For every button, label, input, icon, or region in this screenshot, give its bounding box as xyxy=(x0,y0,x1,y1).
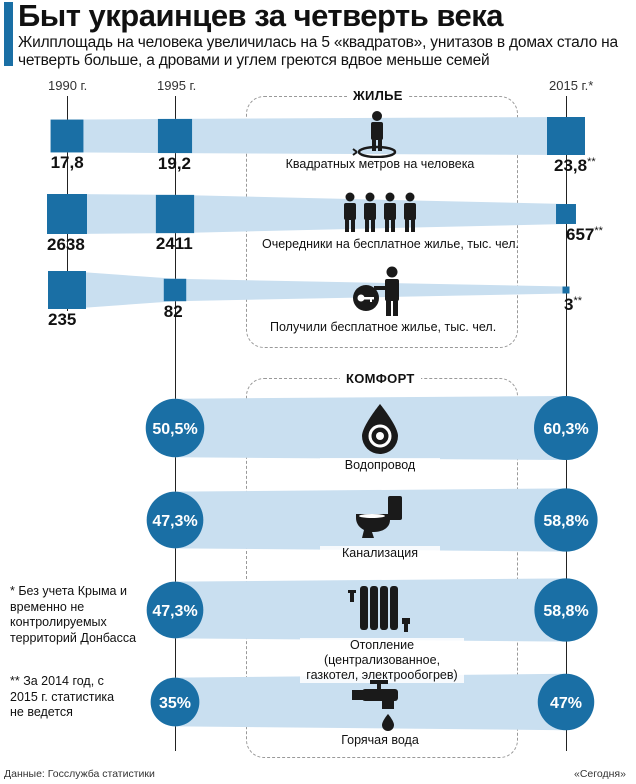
value-square-2 xyxy=(562,286,570,294)
value-label: 3** xyxy=(564,294,583,314)
value-label: 35% xyxy=(159,695,191,712)
series-caption: Отопление (централизованное, газкотел, э… xyxy=(300,638,464,683)
value-square-0 xyxy=(50,119,84,153)
series-band xyxy=(175,673,566,731)
key-handover-icon xyxy=(353,266,399,316)
comfort-section-title: КОМФОРТ xyxy=(340,371,421,386)
value-square-0 xyxy=(47,194,87,234)
value-circle-1 xyxy=(534,488,598,552)
series-caption: Горячая вода xyxy=(320,733,440,748)
source-note: Данные: Госслужба статистики xyxy=(4,768,155,780)
value-circle-1 xyxy=(534,578,598,642)
page-title: Быт украинцев за четверть века xyxy=(18,0,504,33)
value-circle-0 xyxy=(145,398,205,458)
value-label: 17,8 xyxy=(50,153,84,173)
value-circle-1 xyxy=(534,396,598,460)
value-label: 19,2 xyxy=(157,154,192,174)
toilet-icon xyxy=(356,496,402,538)
value-square-1 xyxy=(155,194,195,234)
value-circle-0 xyxy=(150,677,200,727)
value-square-1 xyxy=(157,118,193,154)
page-subtitle: Жилплощадь на человека увеличилась на 5 … xyxy=(18,34,618,69)
value-label: 82 xyxy=(163,302,183,322)
year-label-1995: 1995 г. xyxy=(157,78,197,93)
water-drop-icon xyxy=(362,404,398,454)
series-caption: Квадратных метров на человека xyxy=(280,157,480,172)
faucet-icon xyxy=(352,680,398,731)
series-band xyxy=(67,271,566,309)
value-circle-1 xyxy=(537,673,595,731)
value-label: 58,8% xyxy=(543,603,588,620)
value-label: 657** xyxy=(566,224,603,244)
title-accent-bar xyxy=(4,2,13,66)
value-label: 47% xyxy=(550,695,582,712)
year-label-2015: 2015 г.* xyxy=(549,78,594,93)
footnote-2014: ** За 2014 год, с 2015 г. статистика не … xyxy=(10,674,115,719)
series-band xyxy=(67,194,566,234)
value-square-2 xyxy=(547,117,585,155)
value-square-1 xyxy=(163,278,187,302)
brand-credit: «Сегодня» xyxy=(574,768,626,780)
value-label: 60,3% xyxy=(543,421,588,438)
value-circle-0 xyxy=(146,581,204,639)
series-caption: Получили бесплатное жилье, тыс. чел. xyxy=(270,320,497,335)
value-label: 2638 xyxy=(47,235,85,254)
value-label: 58,8% xyxy=(543,513,588,530)
value-label: 47,3% xyxy=(152,513,197,530)
value-label: 23,8** xyxy=(554,156,596,175)
value-square-2 xyxy=(556,204,576,224)
value-label: 235 xyxy=(48,310,77,329)
radiator-icon xyxy=(348,586,410,632)
year-label-1990: 1990 г. xyxy=(48,78,88,93)
series-caption: Водопровод xyxy=(320,458,440,473)
value-label: 47,3% xyxy=(152,603,197,620)
queue-people-icon xyxy=(344,192,416,232)
housing-section-title: ЖИЛЬЕ xyxy=(347,88,409,103)
series-caption: Очередники на бесплатное жилье, тыс. чел… xyxy=(262,237,519,252)
value-label: 2411 xyxy=(155,234,193,254)
person-on-area-icon xyxy=(352,111,397,158)
value-label: 50,5% xyxy=(152,421,197,438)
series-band xyxy=(67,117,566,155)
value-square-0 xyxy=(48,271,86,309)
series-caption: Канализация xyxy=(320,546,440,561)
value-circle-0 xyxy=(146,491,204,549)
footnote-crimea: * Без учета Крыма и временно не контроли… xyxy=(10,584,137,645)
